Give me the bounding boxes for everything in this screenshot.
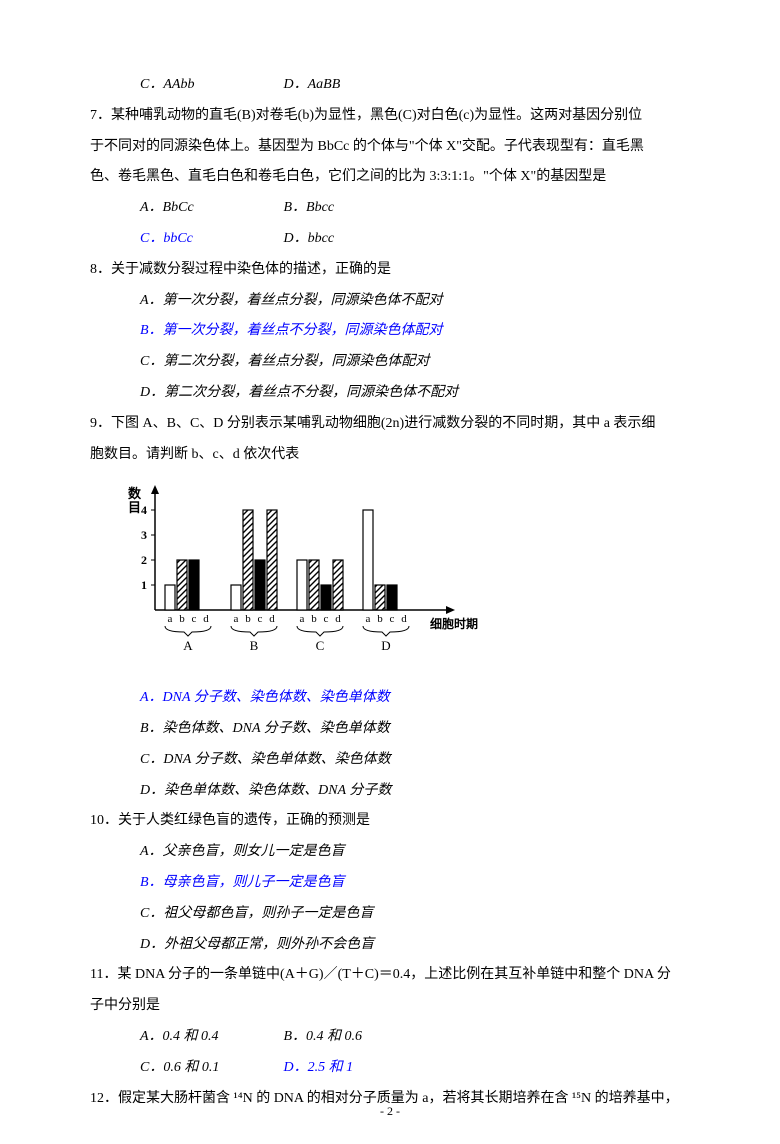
q7-stem-l2: 于不同对的同源染色体上。基因型为 BbCc 的个体与"个体 X"交配。子代表现型…	[90, 132, 690, 163]
q7-options-row1: A．BbCc B．Bbcc	[90, 193, 690, 224]
svg-text:d: d	[269, 613, 275, 625]
page-number: - 2 -	[0, 1098, 780, 1124]
q11-opt-a: A．0.4 和 0.4	[140, 1022, 280, 1053]
q11-stem-l1: 11．某 DNA 分子的一条单链中(A＋G)／(T＋C)＝0.4，上述比例在其互…	[90, 960, 690, 991]
svg-text:数: 数	[128, 486, 142, 501]
q7-stem-l3: 色、卷毛黑色、直毛白色和卷毛白色，它们之间的比为 3:3:1:1。"个体 X"的…	[90, 162, 690, 193]
q6-opt-c: C．AAbb	[140, 70, 280, 101]
q8-stem: 8．关于减数分裂过程中染色体的描述，正确的是	[90, 255, 690, 286]
q8-opt-d: D．第二次分裂，着丝点不分裂，同源染色体不配对	[90, 378, 690, 409]
q10-opt-b: B．母亲色盲，则儿子一定是色盲	[90, 868, 690, 899]
q11-options-row1: A．0.4 和 0.4 B．0.4 和 0.6	[90, 1022, 690, 1053]
svg-text:a: a	[300, 613, 305, 625]
q8-opt-a: A．第一次分裂，着丝点分裂，同源染色体不配对	[90, 286, 690, 317]
q9-chart: 数目1234abcdAabcdBabcdCabcdD细胞时期	[90, 480, 690, 668]
q9-stem-l2: 胞数目。请判断 b、c、d 依次代表	[90, 440, 690, 471]
svg-text:目: 目	[128, 500, 141, 515]
q6-options: C．AAbb D．AaBB	[90, 70, 690, 101]
q10-opt-c: C．祖父母都色盲，则孙子一定是色盲	[90, 899, 690, 930]
svg-text:c: c	[324, 613, 329, 625]
q7-stem-l1: 7．某种哺乳动物的直毛(B)对卷毛(b)为显性，黑色(C)对白色(c)为显性。这…	[90, 101, 690, 132]
q10-stem: 10．关于人类红绿色盲的遗传，正确的预测是	[90, 806, 690, 837]
bar-chart-svg: 数目1234abcdAabcdBabcdCabcdD细胞时期	[110, 480, 490, 655]
q11-stem-l2: 子中分别是	[90, 991, 690, 1022]
svg-text:a: a	[168, 613, 173, 625]
svg-text:4: 4	[141, 503, 147, 517]
svg-text:d: d	[203, 613, 209, 625]
page: C．AAbb D．AaBB 7．某种哺乳动物的直毛(B)对卷毛(b)为显性，黑色…	[0, 0, 780, 1144]
q11-options-row2: C．0.6 和 0.1 D．2.5 和 1	[90, 1053, 690, 1084]
q7-opt-c: C．bbCc	[140, 224, 280, 255]
svg-text:细胞时期: 细胞时期	[430, 616, 478, 631]
q11-opt-c: C．0.6 和 0.1	[140, 1053, 280, 1084]
svg-text:a: a	[366, 613, 371, 625]
q8-opt-c: C．第二次分裂，着丝点分裂，同源染色体配对	[90, 347, 690, 378]
q7-options-row2: C．bbCc D．bbcc	[90, 224, 690, 255]
q11-opt-d: D．2.5 和 1	[284, 1053, 424, 1084]
q9-opt-b: B．染色体数、DNA 分子数、染色单体数	[90, 714, 690, 745]
q8-opt-b: B．第一次分裂，着丝点不分裂，同源染色体配对	[90, 316, 690, 347]
svg-text:a: a	[234, 613, 239, 625]
svg-text:A: A	[183, 638, 193, 653]
q6-opt-d: D．AaBB	[284, 70, 424, 101]
q7-opt-a: A．BbCc	[140, 193, 280, 224]
svg-text:d: d	[401, 613, 407, 625]
svg-text:3: 3	[141, 528, 147, 542]
svg-text:b: b	[311, 613, 317, 625]
svg-text:b: b	[179, 613, 185, 625]
q9-opt-c: C．DNA 分子数、染色单体数、染色体数	[90, 745, 690, 776]
svg-text:c: c	[258, 613, 263, 625]
svg-text:D: D	[381, 638, 390, 653]
q10-opt-d: D．外祖父母都正常，则外孙不会色盲	[90, 930, 690, 961]
q9-opt-a: A．DNA 分子数、染色体数、染色单体数	[90, 683, 690, 714]
q9-opt-d: D．染色单体数、染色体数、DNA 分子数	[90, 776, 690, 807]
q11-opt-b: B．0.4 和 0.6	[284, 1022, 424, 1053]
svg-text:1: 1	[141, 578, 147, 592]
svg-text:b: b	[245, 613, 251, 625]
svg-text:b: b	[377, 613, 383, 625]
q10-opt-a: A．父亲色盲，则女儿一定是色盲	[90, 837, 690, 868]
svg-text:c: c	[192, 613, 197, 625]
q7-opt-d: D．bbcc	[284, 224, 424, 255]
svg-text:c: c	[390, 613, 395, 625]
q7-opt-b: B．Bbcc	[284, 193, 424, 224]
svg-text:d: d	[335, 613, 341, 625]
svg-text:C: C	[316, 638, 325, 653]
svg-text:2: 2	[141, 553, 147, 567]
q9-stem-l1: 9．下图 A、B、C、D 分别表示某哺乳动物细胞(2n)进行减数分裂的不同时期，…	[90, 409, 690, 440]
svg-text:B: B	[250, 638, 259, 653]
